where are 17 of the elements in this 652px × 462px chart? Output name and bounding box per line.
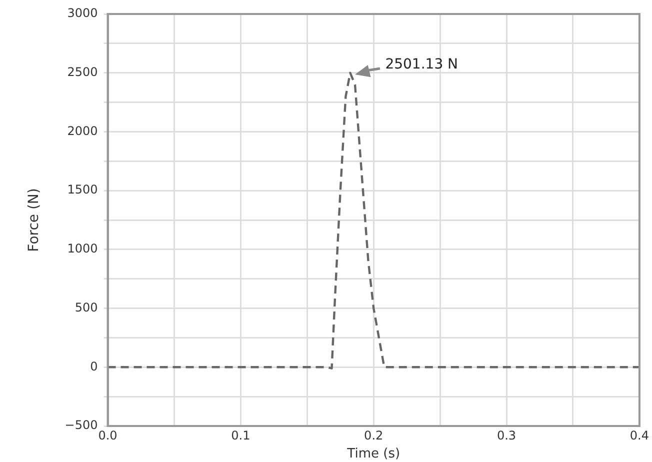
x-tick-label: 0.4 <box>630 428 650 442</box>
y-tick-label: 3000 <box>67 6 98 20</box>
x-tick-label: 0.3 <box>496 428 516 442</box>
y-tick-label: −500 <box>64 418 98 432</box>
x-tick-label: 0.2 <box>364 428 384 442</box>
y-tick-label: 0 <box>90 359 98 374</box>
y-axis-title: Force (N) <box>26 188 42 252</box>
y-tick-label: 2000 <box>67 124 98 138</box>
y-tick-label: 1500 <box>67 182 98 197</box>
line-series <box>108 72 640 370</box>
y-tick-label: 2500 <box>67 64 98 79</box>
annotation: 2501.13 N <box>385 56 458 72</box>
x-tick-label: 0.1 <box>231 428 250 442</box>
x-tick-label: 0.0 <box>98 428 118 442</box>
y-tick-label: 500 <box>74 300 98 314</box>
y-tick-label: 1000 <box>67 242 98 256</box>
x-axis-title: Time (s) <box>346 446 400 462</box>
